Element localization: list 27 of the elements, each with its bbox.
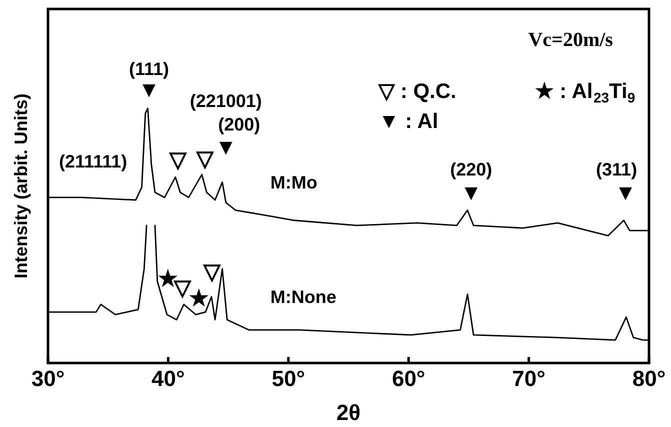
series-label: M:None: [270, 286, 336, 307]
annotation: (221001): [190, 91, 262, 112]
annotation: ▽: [168, 146, 188, 172]
annotation: (200): [218, 114, 260, 134]
x-tick-label: 70°: [512, 366, 546, 392]
annotation: ▼: [614, 180, 636, 206]
annotation: ▼ : Al: [378, 110, 438, 134]
x-tick-label: 30°: [31, 366, 65, 392]
x-tick-label: 80°: [632, 366, 666, 392]
y-axis-title: Intensity (arbit. Units): [10, 93, 31, 279]
x-axis-title: 2θ: [336, 400, 361, 426]
x-tick-label: 60°: [392, 366, 426, 392]
text: ▽ : Q.C.: [378, 80, 456, 103]
annotation: ▽: [202, 258, 222, 284]
annotation: ★: [188, 285, 209, 310]
text: ▼: [138, 77, 160, 102]
annotation: (311): [596, 160, 638, 180]
annotation: ▼: [460, 180, 482, 206]
x-tick-label: 40°: [152, 366, 185, 392]
text: Vc=20m/s: [528, 29, 614, 52]
series-label: M:Mo: [270, 172, 318, 192]
annotation: (211111): [59, 152, 128, 172]
annotation: ▽: [195, 146, 214, 171]
annotation: (220): [450, 160, 492, 180]
text: (111): [128, 58, 169, 79]
x-tick-label: 50°: [272, 366, 306, 392]
annotation: ▼: [215, 134, 237, 160]
